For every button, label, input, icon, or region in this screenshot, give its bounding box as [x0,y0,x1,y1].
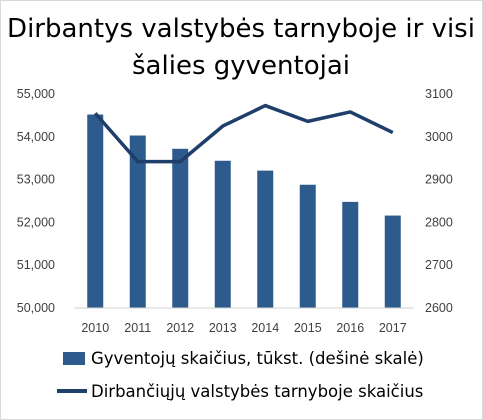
y-left-tick-label: 52,000 [17,215,55,229]
x-tick-label: 2014 [251,321,279,335]
x-tick-label: 2015 [294,321,322,335]
y-right-tick-label: 3000 [425,130,453,144]
chart-title-line-1: Dirbantys valstybės tarnyboje ir visi [7,14,475,44]
plot-area: 50,000 51,000 52,000 53,000 54,000 55,000 2600… [17,87,453,335]
y-left-tick-label: 55,000 [17,87,55,101]
x-tick-label: 2012 [166,321,194,335]
y-right-tick-label: 3100 [425,87,453,101]
bar [342,201,359,308]
bar [87,114,104,308]
legend-swatch-bars [63,352,85,365]
y-left-tick-label: 53,000 [17,173,55,187]
bar [299,184,316,308]
y-right-tick-label: 2800 [425,215,453,229]
line-series [93,103,394,164]
chart-title-line-2: šalies gyventojai [132,51,350,81]
x-tick-label: 2011 [124,321,151,335]
x-tick-label: 2016 [336,321,364,335]
x-tick-label: 2013 [209,321,237,335]
bar [384,215,401,308]
legend: Gyventojų skaičius, tūkst. (dešinė skalė… [57,349,424,401]
bar [129,135,146,308]
bar [214,160,231,308]
x-tick-label: 2010 [81,321,109,335]
legend-label-line: Dirbančiųjų valstybės tarnyboje skaičius [91,382,423,401]
y-left-tick-label: 54,000 [17,130,55,144]
y-right-tick-label: 2600 [425,301,453,315]
y-left-tick-label: 50,000 [17,301,55,315]
x-tick-label: 2017 [379,321,407,335]
y-right-tick-label: 2900 [425,173,453,187]
legend-label-bars: Gyventojų skaičius, tūkst. (dešinė skalė… [91,349,424,368]
y-right-tick-label: 2700 [425,258,453,272]
bar [257,170,274,308]
bar [172,148,189,308]
y-left-tick-label: 51,000 [17,258,55,272]
